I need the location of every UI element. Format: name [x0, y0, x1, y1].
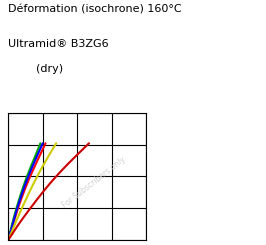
Text: Ultramid® B3ZG6: Ultramid® B3ZG6 [8, 39, 109, 49]
Text: Déformation (isochrone) 160°C: Déformation (isochrone) 160°C [8, 5, 182, 15]
Text: For Subscribers only: For Subscribers only [60, 155, 127, 210]
Text: (dry): (dry) [8, 64, 63, 74]
